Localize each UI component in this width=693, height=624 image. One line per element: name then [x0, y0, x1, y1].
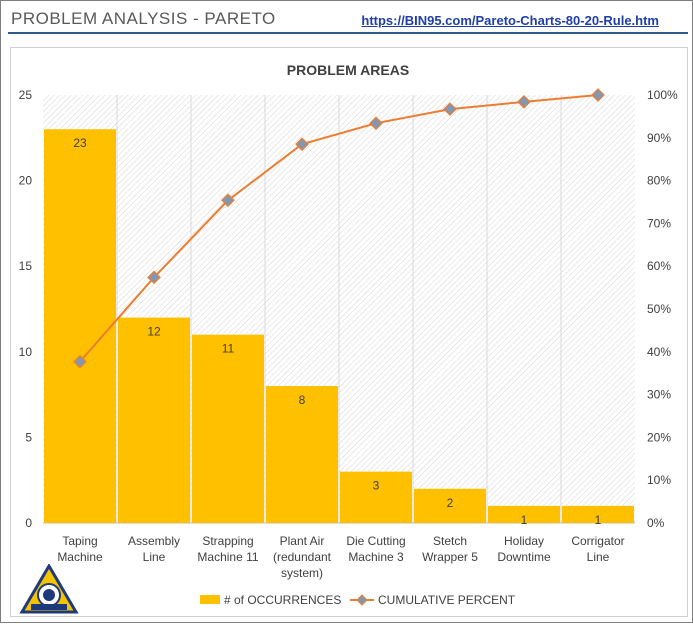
x-tick-label: Corrigator	[571, 534, 624, 548]
y-tick-label-right: 90%	[647, 131, 671, 145]
bar	[192, 334, 264, 523]
cumulative-point	[443, 102, 457, 116]
y-tick-label-left: 10	[19, 345, 33, 359]
y-tick-label-right: 70%	[647, 216, 671, 230]
y-tick-label-right: 30%	[647, 388, 671, 402]
y-tick-label-right: 50%	[647, 302, 671, 316]
bar	[414, 488, 486, 523]
y-tick-label-left: 20	[19, 174, 33, 188]
bar-data-label: 8	[299, 393, 306, 407]
bar	[44, 129, 116, 524]
y-tick-label-right: 0%	[647, 516, 665, 530]
bar-data-label: 2	[447, 496, 454, 510]
y-tick-label-right: 60%	[647, 259, 671, 273]
legend-bar-label: # of OCCURRENCES	[224, 593, 341, 607]
x-tick-label: Plant Air	[280, 534, 325, 548]
x-tick-label: Machine 3	[348, 550, 404, 564]
bar	[488, 505, 560, 523]
x-tick-label: Machine 11	[197, 550, 258, 564]
y-tick-label-right: 10%	[647, 473, 671, 487]
y-tick-label-left: 15	[19, 259, 33, 273]
x-tick-label: Holiday	[504, 534, 544, 548]
cumulative-point	[147, 270, 161, 285]
cumulative-point	[517, 94, 531, 109]
cumulative-line	[79, 94, 599, 363]
bar	[340, 471, 412, 523]
x-tick-label: Machine	[57, 550, 103, 564]
y-tick-label-left: 25	[19, 88, 33, 102]
y-tick-label-right: 80%	[647, 174, 671, 188]
cumulative-point	[369, 116, 383, 131]
bar	[118, 317, 190, 523]
bar-data-label: 12	[147, 325, 161, 339]
x-tick-label: (redundant	[273, 550, 332, 564]
x-tick-label: Die Cutting	[346, 534, 405, 548]
bar	[562, 505, 634, 523]
cumulative-point	[73, 354, 87, 369]
x-tick-label: Stetch	[433, 534, 467, 548]
chart-title: PROBLEM AREAS	[287, 62, 409, 78]
x-tick-label: Line	[587, 550, 610, 564]
bar	[266, 386, 338, 523]
cumulative-point	[221, 193, 235, 208]
cumulative-point	[591, 88, 605, 102]
x-tick-label: Strapping	[202, 534, 253, 548]
legend-line-label: CUMULATIVE PERCENT	[378, 593, 516, 607]
x-tick-label: Taping	[62, 534, 97, 548]
y-tick-label-left: 5	[25, 430, 32, 444]
x-tick-label: system)	[281, 566, 323, 580]
page-title: PROBLEM ANALYSIS - PARETO	[11, 9, 276, 28]
source-link[interactable]: https://BIN95.com/Pareto-Charts-80-20-Ru…	[361, 13, 659, 28]
x-tick-label: Downtime	[497, 550, 551, 564]
y-tick-label-left: 0	[25, 516, 32, 530]
bar-data-label: 3	[373, 479, 380, 493]
y-tick-label-right: 100%	[647, 88, 678, 102]
x-tick-label: Assembly	[128, 534, 180, 548]
bar-data-label: 11	[222, 342, 235, 356]
legend-bar-swatch	[200, 595, 220, 604]
bar-data-label: 1	[595, 513, 602, 527]
header-divider	[8, 32, 688, 34]
cumulative-point	[295, 137, 309, 152]
y-tick-label-right: 40%	[647, 345, 671, 359]
bar-data-label: 1	[521, 513, 528, 527]
y-tick-label-right: 20%	[647, 430, 671, 444]
bar-data-label: 23	[73, 136, 87, 150]
x-tick-label: Wrapper 5	[422, 550, 478, 564]
x-tick-label: Line	[143, 550, 166, 564]
legend-line-marker	[356, 594, 368, 606]
